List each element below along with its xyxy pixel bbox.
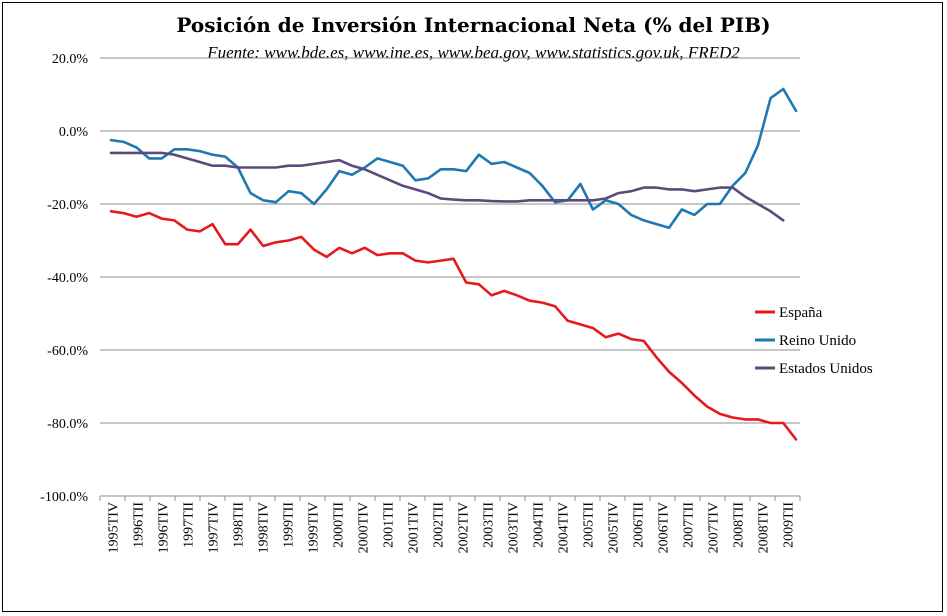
y-tick-label: -100.0%: [40, 490, 88, 505]
x-tick-label: 2004TII: [532, 502, 547, 548]
y-tick-label: -60.0%: [47, 344, 88, 359]
x-tick-label: 2007TIV: [707, 502, 722, 553]
x-tick-label: 1999TIV: [307, 502, 322, 553]
x-tick-label: 2006TII: [632, 502, 647, 548]
y-tick-label: -20.0%: [47, 198, 88, 213]
x-tick-label: 2000TIV: [357, 502, 372, 553]
legend-label-estados-unidos: Estados Unidos: [779, 361, 873, 377]
series-lines: [109, 87, 798, 441]
series-line-espana: [109, 210, 798, 441]
x-axis: 1995TIV 1996TII 1996TIV 1997TII 1997TIV 1998T…: [99, 495, 801, 553]
series-line-estados-unidos: [109, 151, 785, 222]
x-tick-label: 1996TIV: [157, 502, 172, 553]
x-tick-label: 2003TII: [482, 502, 497, 548]
x-tick-label: 1998TIV: [257, 502, 272, 553]
x-tick-label: 2005TII: [582, 502, 597, 548]
x-tick-label: 2001TIV: [407, 502, 422, 553]
x-tick-label: 2004TIV: [557, 502, 572, 553]
legend-label-espana: España: [779, 305, 823, 321]
x-tick-label: 2009TII: [782, 502, 797, 548]
y-tick-label: -40.0%: [47, 271, 88, 286]
x-tick-label: 1996TII: [132, 502, 147, 548]
y-axis-ticks: 20.0% 0.0% -20.0% -40.0% -60.0% -80.0% -100.0%: [40, 52, 88, 505]
x-tick-label: 2006TIV: [657, 502, 672, 553]
x-tick-label: 2008TIV: [757, 502, 772, 553]
x-tick-label: 2002TIV: [457, 502, 472, 553]
chart-subtitle: Fuente: www.bde.es, www.ine.es, www.bea.…: [207, 43, 740, 62]
x-tick-label: 2002TII: [432, 502, 447, 548]
y-tick-label: 20.0%: [52, 52, 89, 67]
y-tick-label: -80.0%: [47, 417, 88, 432]
x-tick-label: 1999TII: [282, 502, 297, 548]
x-tick-label: 2005TIV: [607, 502, 622, 553]
x-tick-label: 1995TIV: [107, 502, 122, 553]
x-tick-label: 2007TII: [682, 502, 697, 548]
series-line-reino-unido: [109, 87, 798, 229]
legend: España Reino Unido Estados Unidos: [755, 305, 873, 377]
x-tick-label: 1997TII: [182, 502, 197, 548]
legend-label-reino-unido: Reino Unido: [779, 333, 856, 349]
y-tick-label: 0.0%: [59, 125, 89, 140]
x-tick-label: 1997TIV: [207, 502, 222, 553]
x-tick-label: 2000TII: [332, 502, 347, 548]
x-tick-label: 1998TII: [232, 502, 247, 548]
gridlines: [100, 57, 800, 424]
x-tick-label: 2001TII: [382, 502, 397, 548]
chart-title: Posición de Inversión Internacional Neta…: [176, 13, 771, 37]
x-tick-label: 2003TIV: [507, 502, 522, 553]
x-tick-label: 2008TII: [732, 502, 747, 548]
